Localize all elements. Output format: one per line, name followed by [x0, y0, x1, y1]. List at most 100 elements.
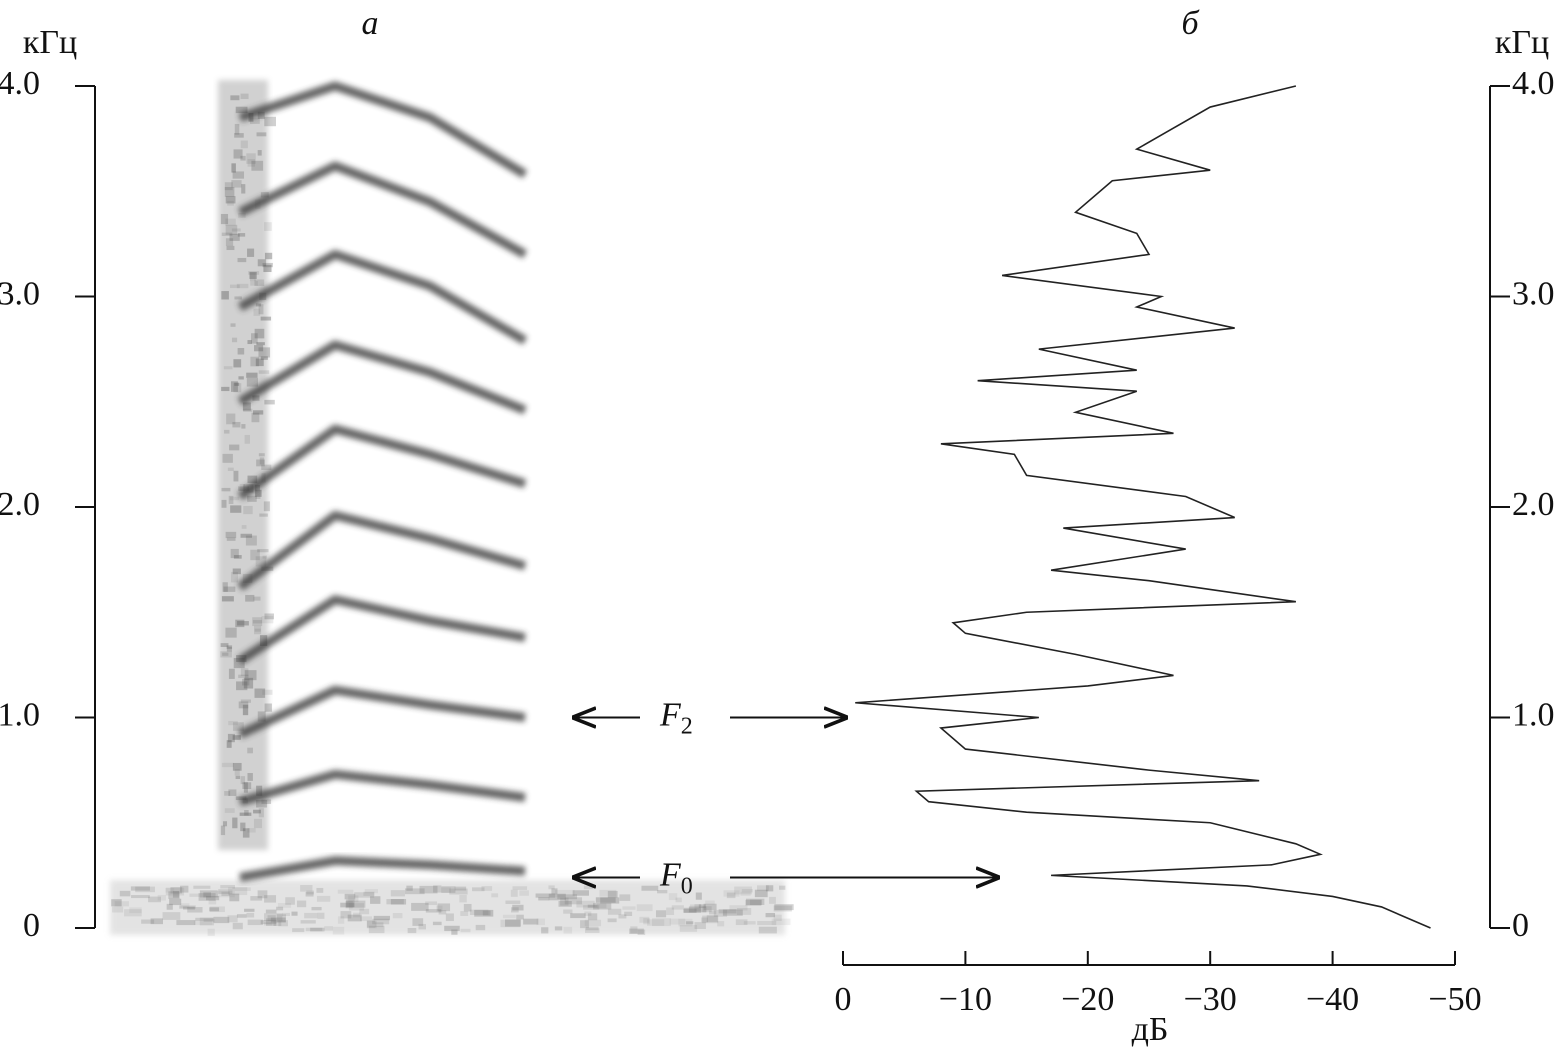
noise: [481, 886, 493, 891]
noise: [773, 914, 782, 922]
noise: [345, 900, 353, 909]
noise: [251, 160, 264, 171]
noise: [460, 911, 469, 916]
noise: [166, 903, 173, 910]
noise: [771, 918, 791, 926]
noise: [264, 703, 272, 712]
noise: [265, 909, 277, 914]
noise: [135, 886, 155, 893]
y-tick-label: 3.0: [0, 275, 40, 312]
noise: [254, 625, 262, 635]
noise: [296, 900, 307, 908]
noise: [220, 643, 229, 648]
noise: [226, 413, 236, 425]
noise: [231, 180, 242, 188]
noise: [258, 370, 270, 374]
noise: [366, 920, 376, 928]
noise: [264, 252, 273, 260]
noise: [647, 919, 665, 926]
harmonic-track: [237, 595, 526, 665]
noise: [221, 487, 231, 492]
noise: [257, 890, 268, 899]
noise: [203, 918, 215, 922]
noise: [264, 613, 275, 620]
noise: [584, 919, 602, 927]
noise: [411, 902, 429, 911]
noise: [702, 906, 712, 913]
noise: [233, 555, 242, 559]
noise: [179, 905, 196, 909]
noise: [258, 347, 271, 358]
noise: [583, 885, 594, 890]
noise: [233, 470, 239, 482]
noise: [666, 907, 675, 915]
noise: [237, 621, 249, 626]
noise: [599, 889, 617, 897]
noise: [252, 410, 264, 415]
noise: [702, 915, 719, 924]
noise: [235, 619, 245, 628]
noise: [386, 899, 404, 905]
noise: [169, 898, 182, 906]
noise: [600, 897, 620, 904]
noise: [689, 904, 702, 908]
noise: [317, 912, 325, 919]
noise: [229, 233, 240, 241]
noise: [227, 733, 235, 743]
noise: [779, 885, 786, 890]
noise: [316, 887, 324, 893]
noise: [743, 921, 756, 925]
noise: [259, 513, 268, 517]
noise: [220, 885, 236, 889]
noise: [285, 897, 295, 905]
noise: [263, 501, 270, 512]
noise: [220, 825, 226, 836]
noise: [220, 213, 229, 225]
noise: [224, 808, 235, 813]
noise: [256, 342, 265, 346]
noise: [637, 929, 646, 935]
noise: [253, 308, 261, 316]
noise: [593, 902, 612, 910]
noise: [469, 909, 489, 916]
noise: [264, 895, 277, 903]
x-axis-label: дБ: [1132, 1011, 1169, 1048]
noise: [726, 892, 736, 899]
noise: [262, 689, 273, 695]
noise: [607, 908, 622, 915]
noise: [252, 617, 263, 627]
noise: [250, 117, 260, 124]
noise: [165, 887, 185, 896]
noise: [597, 903, 607, 909]
noise: [221, 596, 234, 602]
noise: [226, 645, 233, 649]
noise: [491, 893, 499, 898]
annotation-text: F: [659, 856, 682, 893]
noise: [229, 444, 240, 451]
noise: [198, 893, 216, 901]
noise: [245, 594, 255, 602]
noise: [723, 890, 740, 897]
noise: [258, 808, 264, 818]
noise: [510, 889, 518, 897]
noise: [686, 921, 694, 925]
noise: [222, 453, 233, 463]
noise: [472, 887, 485, 892]
noise: [193, 885, 211, 889]
noise: [246, 153, 256, 164]
noise: [683, 907, 702, 913]
noise: [292, 928, 305, 933]
noise: [548, 885, 555, 890]
noise: [247, 475, 258, 483]
chart-title: а: [362, 5, 379, 42]
noise: [305, 927, 323, 932]
noise: [209, 906, 225, 913]
noise: [281, 912, 290, 917]
noise: [261, 464, 272, 470]
noise: [257, 111, 265, 119]
noise: [765, 885, 774, 892]
y-tick-label: 4.0: [0, 65, 40, 102]
noise: [234, 296, 242, 300]
noise: [262, 555, 267, 559]
noise: [243, 505, 253, 515]
